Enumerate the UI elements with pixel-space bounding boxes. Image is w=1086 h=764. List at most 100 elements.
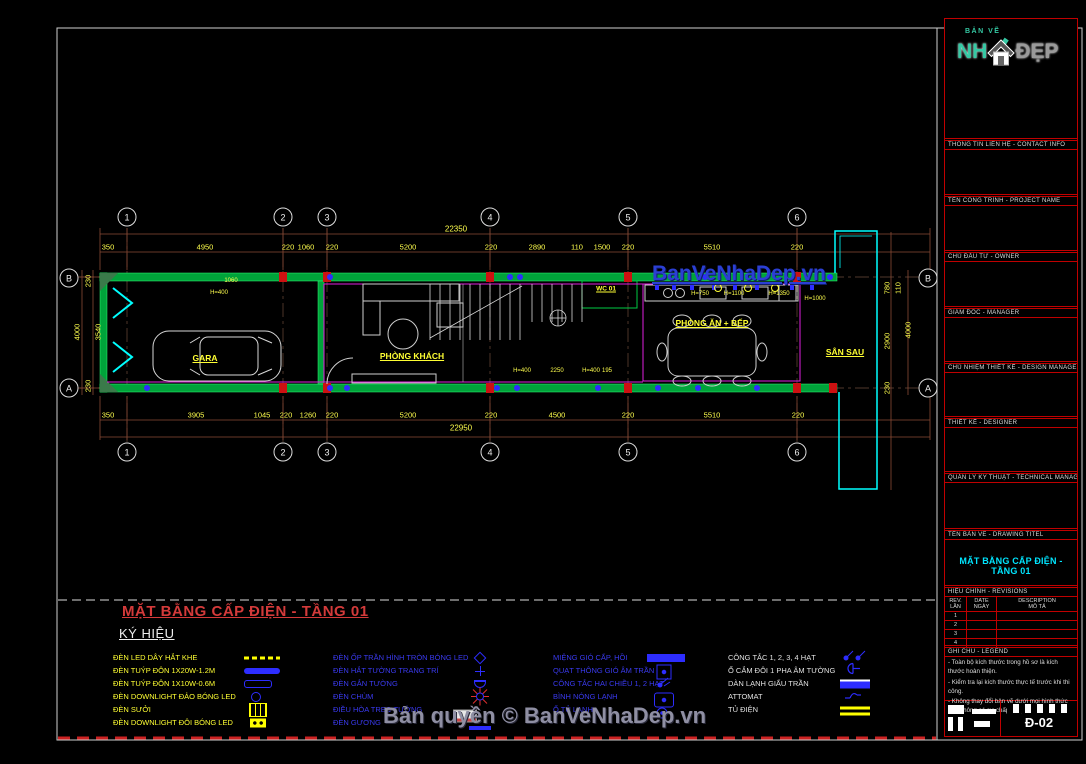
legend-column-1: ĐÈN LED DÂY HẮT KHE ĐÈN TUÝP ĐÔN 1X20W-1… [113,651,236,729]
rev-row-num: 2 [945,621,967,630]
legend-item: CÔNG TẮC 1, 2, 3, 4 HẠT [728,653,816,662]
mirror-lamp-icon [469,726,491,730]
electrical-panel-icon [840,706,870,716]
logo-nha-text: NH [957,40,988,63]
dim-label: 3540 [93,323,103,341]
drawing-title-cyan: MẶT BẰNG CẤP ĐIỆN - TẦNG 01 [959,556,1063,576]
dim-label: 220 [281,242,295,252]
socket-icon [845,662,861,681]
legend-item: ĐÈN ỐP TRẦN HÌNH TRÒN BÓNG LED [333,653,469,662]
electrical-symbols [144,274,833,391]
dim-label: 4000 [903,321,913,339]
tb-section-tech-manager: QUẢN LÝ KỸ THUẬT - TECHNICAL MANAGER [945,472,1077,529]
legend-item: ĐÈN HẮT TƯỜNG TRANG TRÍ [333,666,439,675]
wall-wash-lamp-icon [475,666,485,676]
dim-label: 5510 [703,242,721,252]
tb-section-contact: THÔNG TIN LIÊN HỆ - CONTACT INFO [945,139,1077,195]
water-heater-icon [654,692,674,708]
tb-section-header: TÊN BẢN VẼ - DRAWING TITEL [945,530,1077,540]
annotation: 2250 [550,368,564,374]
dim-label: 5510 [703,410,721,420]
dim-label: 5200 [399,410,417,420]
notes-block: GHI CHÚ - LEGEND - Toàn bộ kích thước tr… [945,646,1077,724]
two-way-switch-icon [656,676,672,694]
interior-lines [107,283,801,383]
plan-title: MẶT BẰNG CẤP ĐIỆN - TẦNG 01 [122,603,369,620]
dim-label: 4950 [196,242,214,252]
legend-column-4: CÔNG TẮC 1, 2, 3, 4 HẠT Ổ CẮM ĐÔI 1 PHA … [728,651,835,716]
legend-item: CÔNG TẮC HAI CHIỀU 1, 2 HẠT [553,679,665,688]
dim-label: 3905 [187,410,205,420]
car [152,330,282,382]
grid-bubble-b-left: B [59,268,79,288]
chandelier-icon [470,687,490,712]
rev-cell [967,612,997,621]
dim-top-overall: 22350 [444,224,468,234]
living-furniture [326,283,464,385]
grid-bubble-6-bottom: 6 [787,442,807,462]
rev-col-header: DATE NGÀY [967,597,997,612]
tb-section-header: TÊN CÔNG TRÌNH - PROJECT NAME [945,196,1077,206]
grid-bubble-b-right: B [918,268,938,288]
annotation: 1060 [224,278,238,284]
gate-and-backyard [112,230,878,490]
tb-section-owner: CHỦ ĐẦU TƯ - OWNER [945,251,1077,307]
multi-switch-icon [842,649,868,667]
notes-header: GHI CHÚ - LEGEND [945,647,1077,657]
room-label-garage: GARA [192,353,218,363]
rev-cell [997,630,1077,639]
tb-section-design-manager: CHỦ NHIỆM THIẾT KẾ - DESIGN MANAGER [945,362,1077,417]
legend-item: ĐÈN TUÝP ĐÔN 1X20W-1.2M [113,666,216,675]
tb-section-designer: THIẾT KẾ - DESIGNER [945,417,1077,472]
heater-lamp-icon [249,703,267,717]
legend-item: ĐÈN GẮN TƯỜNG [333,679,398,688]
dim-label: 230 [83,274,93,288]
legend-item: MIỆNG GIÓ CẤP, HỒI [553,653,628,662]
dim-label: 220 [621,242,635,252]
logo-dep-text: ĐẸP [1015,40,1059,63]
room-label-living: PHÒNG KHÁCH [379,351,445,361]
tube-lamp-icon [244,668,280,674]
tube-lamp-small-icon [244,680,272,688]
note: - Kiểm tra lại kích thước thực tế trước … [948,678,1070,695]
stairs [429,284,583,340]
revisions-table: REV. LẦN DATE NGÀY DESCRIPTION MÔ TẢ 1 2 3 … [945,597,1077,648]
downlight-icon [251,692,261,702]
grid-bubble-1-top: 1 [117,207,137,227]
note: - Toàn bộ kích thước trong hồ sơ là kích… [948,659,1058,676]
logo-banve-text: BẢN VẼ [965,28,1001,35]
dim-label: 4000 [72,323,82,341]
annotation: H=1350 [768,291,790,297]
dim-label: 220 [484,410,498,420]
stamp-mark [974,721,990,727]
dim-label: 4500 [548,410,566,420]
stamp-mark [948,705,964,714]
legend-item: BÌNH NÓNG LẠNH [553,692,618,701]
legend-item: ĐÈN DOWNLIGHT ĐẢO BÓNG LED [113,692,236,701]
rev-cell [967,621,997,630]
legend-item: ĐÈN DOWNLIGHT ĐÔI BÓNG LED [113,718,233,727]
stamp-mark [972,709,996,714]
legend-item: ĐÈN LED DÂY HẮT KHE [113,653,198,662]
grid-bubble-6-top: 6 [787,207,807,227]
dim-label: 110 [571,242,583,252]
rev-cell [997,612,1077,621]
legend-item: TỦ ĐIỆN [728,705,758,714]
legend-section-title: KÝ HIỆU [119,626,175,641]
grid-bubble-3-top: 3 [317,207,337,227]
room-label-backyard: SÂN SAU [825,347,865,357]
dim-label: 2890 [528,242,546,252]
annotation: H=750 [691,291,709,297]
rev-cell [967,630,997,639]
dim-label: 230 [83,379,93,393]
tb-section-header: CHỦ NHIỆM THIẾT KẾ - DESIGN MANAGER [945,363,1077,373]
legend-column-3: MIỆNG GIÓ CẤP, HỒI QUẠT THÔNG GIÓ ÂM TRẦ… [553,651,664,716]
legend-item: ĐÈN GƯƠNG [333,718,381,727]
grid-bubble-2-top: 2 [273,207,293,227]
stamp-block: Đ-02 [945,701,1077,736]
grid-bubble-a-left: A [59,378,79,398]
dim-label: 220 [791,410,805,420]
watermark-plan: BanVeNhaDep.vn [652,262,826,285]
dim-label: 5200 [399,242,417,252]
